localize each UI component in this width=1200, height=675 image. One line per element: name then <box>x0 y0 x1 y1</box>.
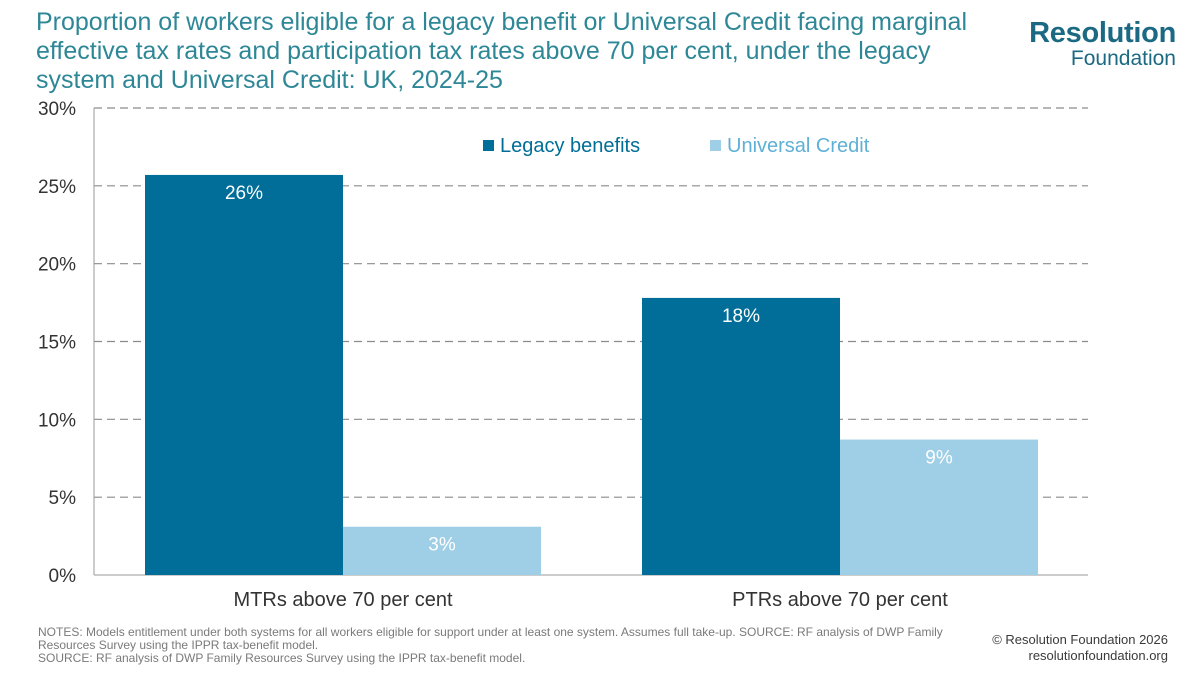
legend-legacy-swatch <box>483 140 494 151</box>
notes: NOTES: Models entitlement under both sys… <box>38 626 988 665</box>
legacy-bar-label: 26% <box>225 183 263 204</box>
y-tick-label: 0% <box>49 566 77 587</box>
legend-legacy-label: Legacy benefits <box>500 135 640 157</box>
chart-title: Proportion of workers eligible for a leg… <box>36 8 967 94</box>
y-tick-label: 30% <box>38 99 76 120</box>
notes-line-2: SOURCE: RF analysis of DWP Family Resour… <box>38 651 526 665</box>
y-tick-label: 10% <box>38 410 76 431</box>
y-tick-label: 25% <box>38 177 76 198</box>
resolution-foundation-logo: Resolution Foundation <box>1029 18 1176 70</box>
logo-line-2: Foundation <box>1070 47 1176 70</box>
notes-line-1: NOTES: Models entitlement under both sys… <box>38 625 943 652</box>
uc-bar-label: 9% <box>925 448 953 469</box>
uc-bar-label: 3% <box>428 535 456 556</box>
x-category-label: PTRs above 70 per cent <box>732 589 948 611</box>
footer-credits: © Resolution Foundation 2026 resolutionf… <box>992 632 1168 664</box>
y-tick-label: 20% <box>38 255 76 276</box>
legacy-bar <box>642 297 840 575</box>
website-link[interactable]: resolutionfoundation.org <box>1028 648 1169 663</box>
legend-uc-swatch <box>710 140 721 151</box>
copyright: © Resolution Foundation 2026 <box>992 632 1168 647</box>
y-tick-label: 15% <box>38 333 76 354</box>
legacy-bar-label: 18% <box>722 306 760 327</box>
x-category-label: MTRs above 70 per cent <box>234 589 453 611</box>
uc-bar <box>343 526 541 575</box>
legacy-bar <box>145 174 343 576</box>
y-tick-label: 5% <box>49 488 77 509</box>
logo-line-1: Resolution <box>1029 17 1176 49</box>
uc-bar <box>840 439 1038 575</box>
legend-uc-label: Universal Credit <box>727 135 870 157</box>
